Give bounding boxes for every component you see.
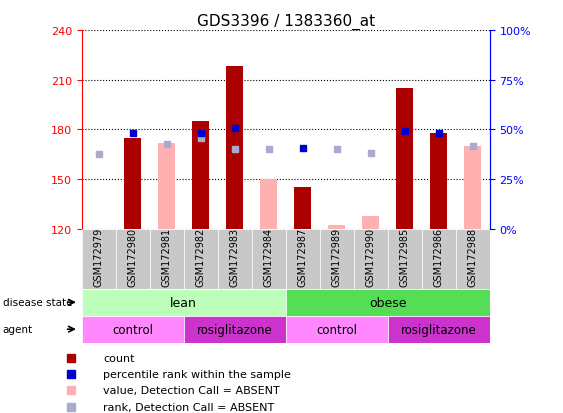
Bar [226, 67, 243, 229]
Bar [354, 229, 388, 289]
Bar [456, 229, 490, 289]
Text: GSM172985: GSM172985 [400, 227, 410, 286]
Bar [285, 316, 388, 343]
Text: agent: agent [3, 324, 33, 335]
Bar [252, 229, 286, 289]
Bar [82, 229, 115, 289]
Bar [158, 143, 175, 229]
Bar [396, 89, 413, 229]
Bar [362, 216, 379, 229]
Text: GSM172989: GSM172989 [332, 227, 342, 286]
Bar [388, 316, 490, 343]
Text: rosiglitazone: rosiglitazone [197, 323, 272, 336]
Bar [82, 316, 184, 343]
Text: GSM172982: GSM172982 [196, 227, 205, 286]
Bar [115, 229, 150, 289]
Text: GSM172984: GSM172984 [263, 227, 274, 286]
Bar [294, 188, 311, 229]
Bar [184, 229, 218, 289]
Bar [320, 229, 354, 289]
Bar [422, 229, 456, 289]
Text: percentile rank within the sample: percentile rank within the sample [103, 369, 291, 380]
Text: obese: obese [369, 296, 406, 309]
Title: GDS3396 / 1383360_at: GDS3396 / 1383360_at [196, 14, 375, 30]
Text: rosiglitazone: rosiglitazone [401, 323, 477, 336]
Text: control: control [316, 323, 358, 336]
Bar [285, 229, 320, 289]
Bar [388, 229, 422, 289]
Bar [124, 138, 141, 229]
Text: count: count [103, 353, 135, 363]
Bar [464, 147, 481, 229]
Text: value, Detection Call = ABSENT: value, Detection Call = ABSENT [103, 386, 280, 396]
Text: GSM172986: GSM172986 [434, 227, 444, 286]
Text: rank, Detection Call = ABSENT: rank, Detection Call = ABSENT [103, 402, 274, 412]
Text: GSM172983: GSM172983 [230, 227, 240, 286]
Bar [150, 229, 184, 289]
Bar [82, 289, 285, 316]
Text: GSM172987: GSM172987 [298, 227, 308, 286]
Bar [192, 122, 209, 229]
Bar [328, 226, 345, 229]
Text: GSM172979: GSM172979 [93, 227, 104, 286]
Bar [218, 229, 252, 289]
Text: GSM172980: GSM172980 [128, 227, 138, 286]
Bar [285, 289, 490, 316]
Text: disease state: disease state [3, 297, 72, 308]
Text: GSM172990: GSM172990 [366, 227, 376, 286]
Text: control: control [112, 323, 153, 336]
Bar [430, 133, 447, 229]
Text: GSM172981: GSM172981 [162, 227, 172, 286]
Bar [184, 316, 286, 343]
Text: GSM172988: GSM172988 [468, 227, 478, 286]
Bar [260, 180, 277, 229]
Text: lean: lean [170, 296, 197, 309]
